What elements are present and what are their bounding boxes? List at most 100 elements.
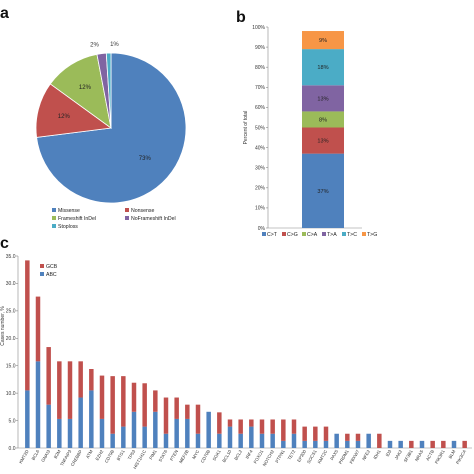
- stack-segment-label: 9%: [319, 38, 327, 44]
- bar-gcb-gnai3: [46, 347, 51, 405]
- bar-abc-stat6: [163, 433, 169, 448]
- x-tick-label: BCL10: [221, 449, 232, 464]
- pie-legend-swatch: [52, 224, 56, 228]
- pie-legend-swatch: [125, 216, 129, 220]
- bar-abc-foxo1: [259, 433, 265, 448]
- bar-gcb-kmt2c: [323, 426, 329, 441]
- y-tick-label: 80%: [255, 65, 266, 71]
- bar-gcb-prdm1: [345, 433, 350, 441]
- x-tick-label: IRF4: [245, 449, 254, 460]
- stack-legend-label: C>T: [267, 232, 278, 238]
- pie-legend-label: Missense: [58, 208, 80, 214]
- pie-slice-label: 73%: [139, 156, 152, 162]
- stack-segment-c-to-g: [302, 127, 344, 154]
- stack-segment-label: 37%: [317, 189, 328, 195]
- stack-legend-label: T>A: [327, 232, 337, 238]
- pie-legend-label: NoFrameshift InDel: [131, 216, 176, 222]
- y-axis-title: Percent of total: [243, 111, 249, 145]
- stack-legend-label: C>A: [307, 232, 318, 238]
- y-axis-title: Cases number, %: [0, 306, 6, 346]
- bar-gcb-foxo1: [259, 419, 265, 434]
- bar-gcb-ep300: [302, 426, 307, 441]
- gene-legend-label: ABC: [46, 272, 57, 278]
- x-tick-label: PTEN: [169, 449, 179, 462]
- bar-gcb-tet2: [291, 419, 297, 434]
- bar-gcb-ptpn1: [281, 419, 286, 441]
- y-tick-label: 30.0: [6, 281, 16, 287]
- y-tick-label: 0%: [258, 226, 266, 232]
- x-tick-label: KMT2D: [18, 449, 30, 464]
- x-tick-label: MYC: [191, 449, 200, 460]
- y-tick-label: 15.0: [6, 364, 16, 370]
- x-tick-label: PTPN1: [274, 449, 286, 464]
- bar-gcb-atm: [89, 369, 94, 391]
- pie-slice-label: 1%: [110, 42, 119, 48]
- y-tick-label: 40%: [255, 145, 266, 151]
- pie-legend-label: Stoploss: [58, 224, 78, 230]
- x-tick-label: ACTB: [425, 449, 435, 462]
- bar-gcb-idh1: [377, 433, 382, 448]
- bar-abc-ptpn1: [281, 440, 286, 448]
- pie-slice-label: 12%: [79, 85, 92, 91]
- y-tick-label: 20%: [255, 186, 266, 192]
- bar-abc-mef2b: [185, 418, 190, 448]
- bar-gcb-mef2b: [185, 404, 190, 419]
- bar-abc-prdm1: [345, 440, 350, 448]
- bar-gcb-stat6: [163, 397, 169, 434]
- bar-gcb-pik3r1: [441, 440, 446, 448]
- bar-gcb-sgk1: [217, 412, 222, 434]
- x-tick-label: GNAI3: [40, 449, 51, 463]
- bar-abc-notch2: [270, 433, 275, 448]
- gene-legend-label: GCB: [46, 264, 58, 270]
- x-tick-label: TP53: [127, 449, 137, 461]
- bar-abc-jak2: [398, 440, 403, 448]
- stack-segment-label: 18%: [317, 65, 328, 71]
- x-tick-label: BTG1: [116, 449, 126, 462]
- bar-abc-ep300: [302, 440, 307, 448]
- bar-abc-atm: [89, 390, 94, 448]
- bar-gcb-sf3b1: [409, 440, 414, 448]
- bar-abc-blm: [451, 440, 457, 448]
- pie-legend-label: Nonsense: [131, 208, 154, 214]
- pie-slice-label: 12%: [58, 114, 71, 120]
- panel-letter-b: b: [236, 9, 246, 26]
- bar-abc-tnfaip3: [67, 418, 73, 448]
- pie-slice-stoploss: [105, 52, 112, 129]
- bar-gcb-fbxw7: [355, 433, 361, 441]
- x-tick-label: ID3: [385, 449, 393, 458]
- bar-gcb-tp53: [131, 382, 137, 412]
- x-tick-label: PIK3CA: [455, 449, 467, 465]
- x-tick-label: BCL2: [233, 449, 243, 461]
- bar-gcb-myc: [195, 404, 201, 434]
- bar-abc-fbxw7: [355, 440, 361, 448]
- x-tick-label: TET2: [287, 449, 297, 461]
- bar-gcb-bcl6: [35, 296, 41, 362]
- bar-abc-pten: [174, 418, 179, 448]
- stack-legend-swatch: [362, 232, 366, 236]
- bar-abc-id3: [387, 440, 393, 448]
- bar-gcb-crebbp: [78, 361, 83, 398]
- x-tick-label: MEF2B: [178, 449, 190, 464]
- stack-legend-swatch: [322, 232, 326, 236]
- bar-abc-gnai3: [46, 404, 51, 448]
- bar-gcb-tnfaip3: [67, 361, 73, 419]
- x-tick-label: IDH1: [372, 449, 382, 461]
- x-tick-label: CD70B: [200, 449, 211, 464]
- stack-legend-label: T>C: [347, 232, 357, 238]
- bar-gcb-pim1: [153, 390, 158, 412]
- bar-abc-tet2: [291, 433, 297, 448]
- bar-abc-crebbp: [78, 397, 83, 448]
- gene-bar-legend: GCB ABC: [40, 264, 58, 278]
- y-tick-label: 100%: [252, 25, 265, 31]
- stack-segment-t-to-g: [302, 31, 344, 50]
- bar-gcb-notch2: [270, 419, 275, 434]
- x-tick-label: JAK2: [393, 449, 403, 461]
- bar-gcb-actb: [430, 440, 435, 448]
- stack-segment-t-to-a: [302, 85, 344, 112]
- x-tick-label: SF3B1: [403, 449, 414, 464]
- stack-segment-label: 8%: [319, 117, 327, 123]
- bar-abc-myc: [195, 433, 201, 448]
- y-tick-label: 35.0: [6, 254, 16, 260]
- bar-abc-kmt2d: [25, 390, 30, 448]
